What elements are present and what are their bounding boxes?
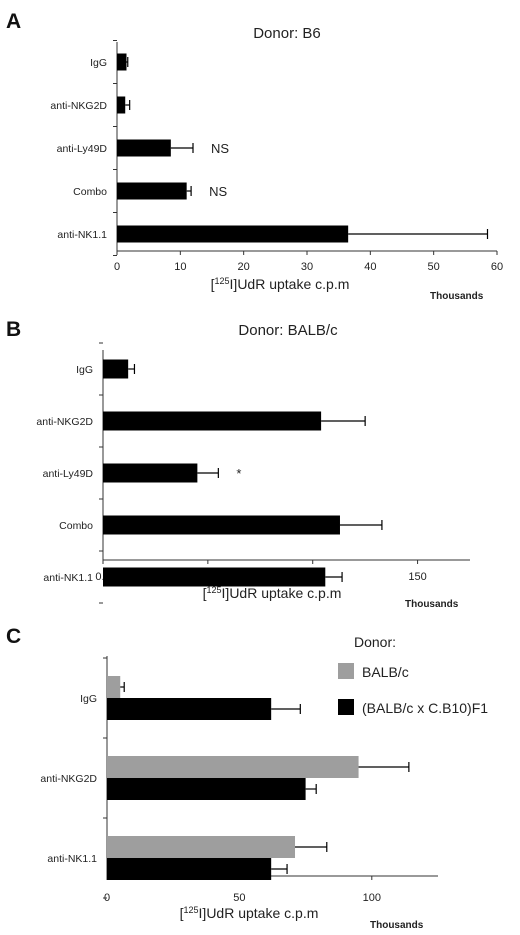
panel-b-xlabel: [125I]UdR uptake c.p.m: [203, 585, 342, 601]
panel-a-annotation: NS: [209, 184, 227, 199]
panel-a-tick-label: 20: [238, 261, 250, 273]
panel-b-chart: B Donor: BALB/c 0.050100150IgGanti-NKG2D…: [6, 318, 470, 610]
panel-a-bar: [117, 225, 349, 243]
panel-a-tick-label: 0: [114, 261, 120, 273]
panel-b-bar: [103, 567, 326, 587]
panel-b-letter: B: [6, 318, 21, 341]
panel-a-bar: [117, 139, 171, 157]
panel-b-category-label: anti-Ly49D: [43, 468, 94, 480]
panel-a-unit: Thousands: [430, 291, 484, 302]
panel-c-bar: [107, 756, 359, 778]
panel-a-category-label: anti-NKG2D: [50, 100, 107, 112]
panel-b-category-label: IgG: [76, 364, 93, 376]
panel-c-bar: [107, 698, 272, 720]
panel-c-legend: BALB/c (BALB/c x C.B10)F1: [338, 663, 488, 716]
panel-b-bar: [103, 515, 340, 535]
panel-a-bar: [117, 53, 127, 71]
panel-b-category-label: anti-NKG2D: [36, 416, 93, 428]
panel-a-title: Donor: B6: [253, 25, 321, 42]
panel-a-letter: A: [6, 10, 21, 33]
panel-a-category-label: anti-Ly49D: [57, 143, 108, 155]
panel-b-bar: [103, 359, 129, 379]
panel-c-tick-label: 100: [363, 892, 381, 904]
panel-b-annotation: *: [236, 466, 241, 481]
panel-b-bar: [103, 411, 322, 431]
panel-a-tick-label: 30: [301, 261, 313, 273]
panel-c-tick-label: 50: [233, 892, 245, 904]
legend-swatch-f1: [338, 699, 354, 715]
panel-a-bar: [117, 96, 126, 114]
panel-a-category-label: anti-NK1.1: [57, 229, 107, 241]
panel-a-annotation: NS: [211, 141, 229, 156]
panel-c-category-label: anti-NK1.1: [47, 853, 97, 865]
panel-b-unit: Thousands: [405, 599, 459, 610]
panel-c-letter: C: [6, 625, 21, 648]
panel-b-category-label: Combo: [59, 520, 93, 532]
panel-a-bar: [117, 182, 187, 200]
panel-b-tick-label: 150: [408, 571, 426, 583]
legend-swatch-balbc: [338, 663, 354, 679]
panel-c-bar: [107, 858, 272, 880]
panel-a-tick-label: 10: [174, 261, 186, 273]
panel-c-legend-title: Donor:: [354, 634, 396, 650]
panel-a-category-label: IgG: [90, 57, 107, 69]
panel-b-bar: [103, 463, 198, 483]
panel-c-xlabel: [125I]UdR uptake c.p.m: [180, 905, 319, 921]
panel-a-category-label: Combo: [73, 186, 107, 198]
legend-label-balbc: BALB/c: [362, 664, 409, 680]
panel-c-unit: Thousands: [370, 920, 424, 931]
panel-b-category-label: anti-NK1.1: [43, 572, 93, 584]
panel-b-title: Donor: BALB/c: [238, 322, 338, 339]
panel-a-tick-label: 50: [428, 261, 440, 273]
panel-a-chart: A Donor: B6 0 10 20 30 40 50 60 IgG anti-NKG2D an…: [6, 10, 503, 302]
legend-label-f1: (BALB/c x C.B10)F1: [362, 700, 488, 716]
panel-c-bar: [107, 836, 296, 858]
panel-a-tick-label: 40: [364, 261, 376, 273]
panel-a-tick-label: 60: [491, 261, 503, 273]
panel-c-category-label: IgG: [80, 693, 97, 705]
panel-c-chart: C Donor: BALB/c (BALB/c x C.B10)F1 0 50 10…: [6, 625, 488, 931]
panel-c-bar: [107, 676, 121, 698]
panel-c-category-label: anti-NKG2D: [40, 773, 97, 785]
panel-c-bar: [107, 778, 306, 800]
panel-a-xlabel: [125I]UdR uptake c.p.m: [211, 276, 350, 292]
